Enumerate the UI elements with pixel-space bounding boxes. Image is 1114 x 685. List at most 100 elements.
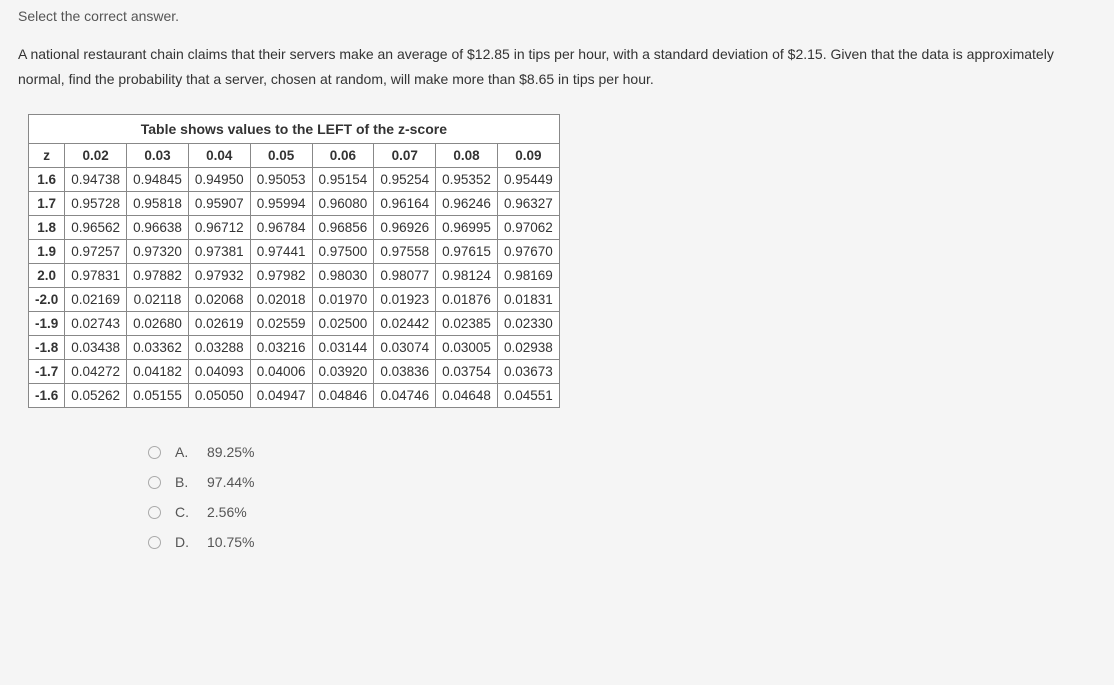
table-cell: 0.04093 bbox=[188, 360, 250, 384]
row-z-value: 1.6 bbox=[29, 168, 65, 192]
col-header: 0.02 bbox=[65, 144, 127, 168]
table-cell: 0.96926 bbox=[374, 216, 436, 240]
row-z-value: 1.7 bbox=[29, 192, 65, 216]
table-cell: 0.97670 bbox=[497, 240, 559, 264]
radio-icon bbox=[148, 446, 161, 459]
table-cell: 0.96246 bbox=[436, 192, 498, 216]
table-cell: 0.03836 bbox=[374, 360, 436, 384]
row-z-value: 1.9 bbox=[29, 240, 65, 264]
col-header: 0.06 bbox=[312, 144, 374, 168]
option-letter: D. bbox=[175, 534, 193, 550]
col-header: 0.03 bbox=[127, 144, 189, 168]
z-table-container: Table shows values to the LEFT of the z-… bbox=[28, 114, 1096, 408]
table-cell: 0.02680 bbox=[127, 312, 189, 336]
table-cell: 0.98077 bbox=[374, 264, 436, 288]
table-cell: 0.96164 bbox=[374, 192, 436, 216]
table-cell: 0.96712 bbox=[188, 216, 250, 240]
table-cell: 0.94738 bbox=[65, 168, 127, 192]
table-cell: 0.97381 bbox=[188, 240, 250, 264]
row-z-value: -2.0 bbox=[29, 288, 65, 312]
option-letter: C. bbox=[175, 504, 193, 520]
row-z-value: 1.8 bbox=[29, 216, 65, 240]
table-cell: 0.03673 bbox=[497, 360, 559, 384]
table-cell: 0.02619 bbox=[188, 312, 250, 336]
table-cell: 0.01876 bbox=[436, 288, 498, 312]
table-cell: 0.02068 bbox=[188, 288, 250, 312]
table-cell: 0.04272 bbox=[65, 360, 127, 384]
table-cell: 0.04006 bbox=[250, 360, 312, 384]
table-cell: 0.04551 bbox=[497, 384, 559, 408]
table-row: -2.00.021690.021180.020680.020180.019700… bbox=[29, 288, 560, 312]
row-z-value: 2.0 bbox=[29, 264, 65, 288]
col-header: 0.07 bbox=[374, 144, 436, 168]
table-row: -1.60.052620.051550.050500.049470.048460… bbox=[29, 384, 560, 408]
z-score-table: Table shows values to the LEFT of the z-… bbox=[28, 114, 560, 408]
table-cell: 0.96562 bbox=[65, 216, 127, 240]
table-row: -1.70.042720.041820.040930.040060.039200… bbox=[29, 360, 560, 384]
row-z-value: -1.6 bbox=[29, 384, 65, 408]
table-cell: 0.95818 bbox=[127, 192, 189, 216]
option-letter: A. bbox=[175, 444, 193, 460]
table-cell: 0.97615 bbox=[436, 240, 498, 264]
option-b[interactable]: B. 97.44% bbox=[148, 474, 1096, 490]
question-prompt: A national restaurant chain claims that … bbox=[18, 42, 1096, 92]
table-cell: 0.97441 bbox=[250, 240, 312, 264]
table-cell: 0.02500 bbox=[312, 312, 374, 336]
table-cell: 0.97982 bbox=[250, 264, 312, 288]
table-cell: 0.01923 bbox=[374, 288, 436, 312]
table-cell: 0.97062 bbox=[497, 216, 559, 240]
table-caption: Table shows values to the LEFT of the z-… bbox=[28, 114, 560, 143]
table-cell: 0.03005 bbox=[436, 336, 498, 360]
table-cell: 0.02559 bbox=[250, 312, 312, 336]
table-header-row: z 0.02 0.03 0.04 0.05 0.06 0.07 0.08 0.0… bbox=[29, 144, 560, 168]
table-cell: 0.97257 bbox=[65, 240, 127, 264]
table-cell: 0.97932 bbox=[188, 264, 250, 288]
table-cell: 0.02018 bbox=[250, 288, 312, 312]
table-cell: 0.03920 bbox=[312, 360, 374, 384]
table-cell: 0.02330 bbox=[497, 312, 559, 336]
option-text: 89.25% bbox=[207, 444, 254, 460]
option-a[interactable]: A. 89.25% bbox=[148, 444, 1096, 460]
table-cell: 0.95907 bbox=[188, 192, 250, 216]
table-cell: 0.96784 bbox=[250, 216, 312, 240]
table-row: 1.70.957280.958180.959070.959940.960800.… bbox=[29, 192, 560, 216]
table-cell: 0.03144 bbox=[312, 336, 374, 360]
table-cell: 0.04182 bbox=[127, 360, 189, 384]
table-cell: 0.95352 bbox=[436, 168, 498, 192]
table-cell: 0.03754 bbox=[436, 360, 498, 384]
radio-icon bbox=[148, 536, 161, 549]
row-z-value: -1.9 bbox=[29, 312, 65, 336]
table-cell: 0.03216 bbox=[250, 336, 312, 360]
table-row: 1.80.965620.966380.967120.967840.968560.… bbox=[29, 216, 560, 240]
table-cell: 0.98030 bbox=[312, 264, 374, 288]
col-header: 0.04 bbox=[188, 144, 250, 168]
table-cell: 0.95053 bbox=[250, 168, 312, 192]
radio-icon bbox=[148, 476, 161, 489]
table-cell: 0.05050 bbox=[188, 384, 250, 408]
table-cell: 0.03288 bbox=[188, 336, 250, 360]
table-cell: 0.04648 bbox=[436, 384, 498, 408]
col-header: 0.08 bbox=[436, 144, 498, 168]
table-row: 1.60.947380.948450.949500.950530.951540.… bbox=[29, 168, 560, 192]
table-row: 2.00.978310.978820.979320.979820.980300.… bbox=[29, 264, 560, 288]
instruction-text: Select the correct answer. bbox=[18, 8, 1096, 24]
table-cell: 0.95254 bbox=[374, 168, 436, 192]
table-cell: 0.96327 bbox=[497, 192, 559, 216]
table-cell: 0.97831 bbox=[65, 264, 127, 288]
table-cell: 0.96638 bbox=[127, 216, 189, 240]
table-cell: 0.02743 bbox=[65, 312, 127, 336]
table-cell: 0.05155 bbox=[127, 384, 189, 408]
option-c[interactable]: C. 2.56% bbox=[148, 504, 1096, 520]
table-cell: 0.02385 bbox=[436, 312, 498, 336]
option-text: 97.44% bbox=[207, 474, 254, 490]
table-cell: 0.95994 bbox=[250, 192, 312, 216]
table-cell: 0.01831 bbox=[497, 288, 559, 312]
option-text: 2.56% bbox=[207, 504, 247, 520]
option-d[interactable]: D. 10.75% bbox=[148, 534, 1096, 550]
table-row: -1.80.034380.033620.032880.032160.031440… bbox=[29, 336, 560, 360]
table-cell: 0.02938 bbox=[497, 336, 559, 360]
table-cell: 0.02442 bbox=[374, 312, 436, 336]
table-cell: 0.01970 bbox=[312, 288, 374, 312]
table-cell: 0.97500 bbox=[312, 240, 374, 264]
table-cell: 0.95449 bbox=[497, 168, 559, 192]
